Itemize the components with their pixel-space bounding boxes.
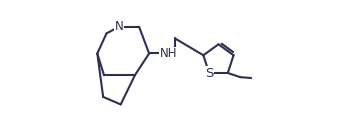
- Text: S: S: [205, 67, 213, 80]
- Text: NH: NH: [159, 47, 177, 60]
- Text: N: N: [115, 20, 123, 33]
